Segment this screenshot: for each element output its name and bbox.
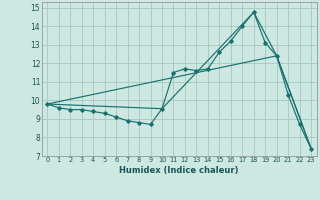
X-axis label: Humidex (Indice chaleur): Humidex (Indice chaleur)	[119, 166, 239, 175]
